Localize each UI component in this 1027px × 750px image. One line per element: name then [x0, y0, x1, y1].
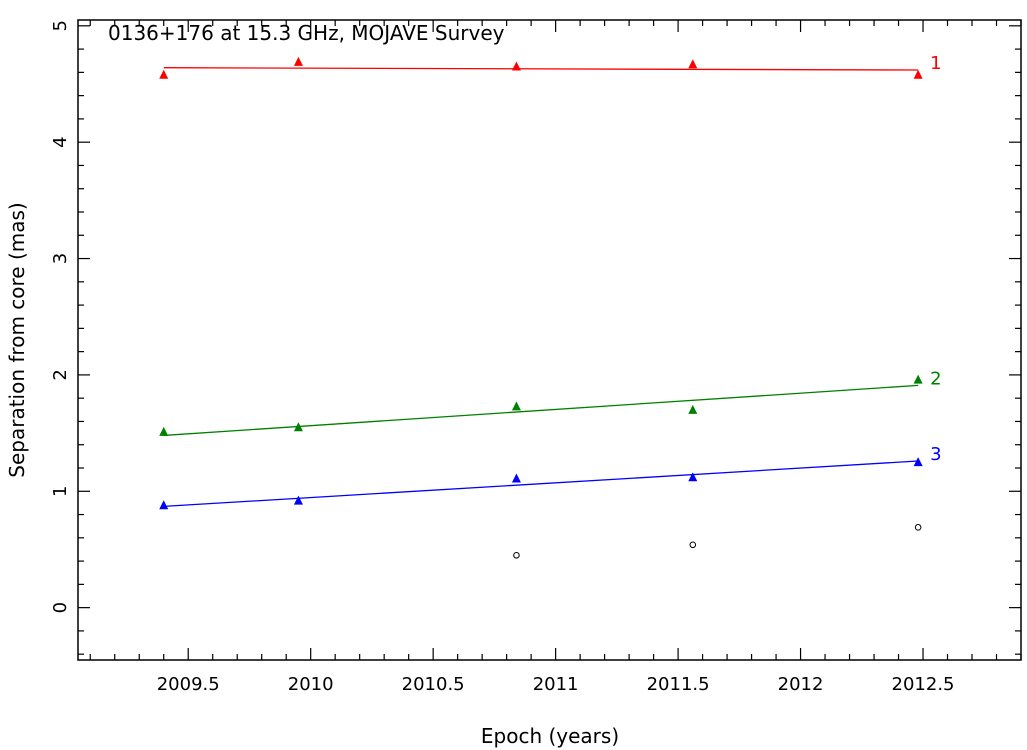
data-point [293, 422, 303, 432]
plot-frame [77, 19, 1022, 661]
series-label: 1 [930, 53, 941, 74]
x-tick-label: 2012 [778, 674, 824, 695]
data-point [688, 59, 698, 69]
data-point [689, 541, 697, 549]
x-tick-label: 2010 [288, 674, 334, 695]
x-tick-label: 2010.5 [402, 674, 465, 695]
data-point [159, 426, 169, 436]
data-point [913, 457, 923, 467]
y-tick-label: 1 [50, 486, 71, 497]
data-point [293, 495, 303, 505]
series-3: 3 [159, 444, 942, 510]
y-tick-label: 5 [50, 20, 71, 31]
x-tick-label: 2011 [533, 674, 579, 695]
y-axis-label: Separation from core (mas) [5, 202, 29, 477]
chart-title: 0136+176 at 15.3 GHz, MOJAVE Survey [108, 21, 505, 45]
data-point [914, 524, 922, 531]
data-point [159, 500, 169, 510]
data-point [159, 69, 169, 79]
x-tick-label: 2012.5 [892, 674, 955, 695]
y-tick-label: 0 [50, 602, 71, 613]
series-label: 2 [930, 368, 941, 389]
data-point [513, 551, 520, 559]
series-2: 2 [159, 368, 942, 437]
data-point [293, 56, 303, 66]
fit-line [163, 384, 919, 437]
data-point [688, 404, 698, 414]
y-tick-label: 3 [50, 253, 71, 264]
x-axis: 2009.5 2010 2010.5 2011 2011.5 2012 2012.5 [89, 20, 1022, 695]
y-tick-label: 4 [50, 136, 71, 147]
x-tick-label: 2011.5 [647, 674, 710, 695]
series-unlabeled [513, 524, 922, 559]
fit-line [163, 460, 919, 508]
y-axis: 0 1 2 3 4 5 [50, 20, 1021, 655]
data-point [913, 69, 923, 79]
series-layer: 1 2 3 [159, 53, 942, 559]
x-axis-label: Epoch (years) [481, 724, 619, 748]
data-point [688, 472, 698, 482]
data-point [511, 401, 521, 411]
fit-line [163, 67, 919, 71]
series-label: 3 [930, 444, 941, 465]
data-point [511, 61, 521, 71]
y-tick-label: 2 [50, 369, 71, 380]
series-1: 1 [159, 53, 942, 79]
data-point [913, 374, 923, 384]
x-tick-label: 2009.5 [157, 674, 220, 695]
data-point [511, 473, 521, 483]
